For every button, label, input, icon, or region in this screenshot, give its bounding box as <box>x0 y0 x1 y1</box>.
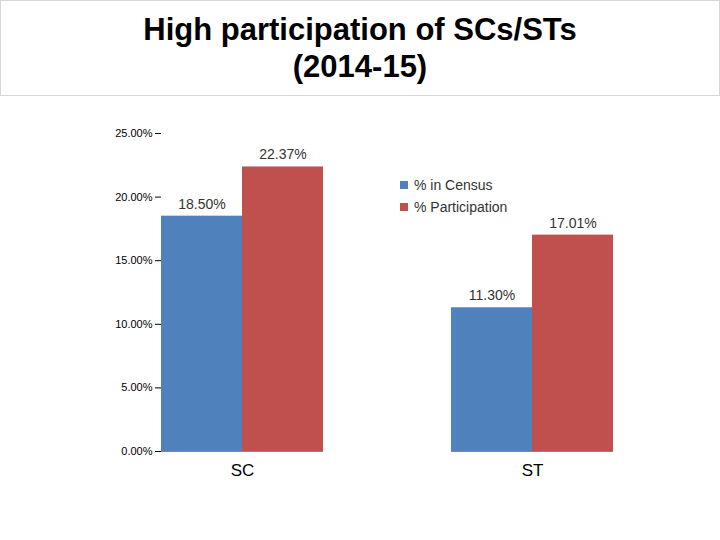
svg-text:22.37%: 22.37% <box>259 146 306 162</box>
html-text:% in Census: % in Census <box>414 177 493 193</box>
html-text:% Participation: % Participation <box>414 199 508 215</box>
svg-text:0.00%: 0.00% <box>121 445 152 457</box>
svg-text:11.30%: 11.30% <box>469 287 515 303</box>
svg-text:15.00%: 15.00% <box>115 254 153 266</box>
svg-text:25.00%: 25.00% <box>115 127 153 139</box>
svg-text:5.00%: 5.00% <box>121 381 152 393</box>
svg-text:17.01%: 17.01% <box>549 215 596 231</box>
svg-text:10.00%: 10.00% <box>115 318 153 330</box>
svg-text:18.50%: 18.50% <box>178 196 225 212</box>
svg-text:SC: SC <box>231 461 255 480</box>
html-text:High participation of SCs/STs: High participation of SCs/STs (2014-15) <box>143 11 577 84</box>
svg-text:20.00%: 20.00% <box>115 191 153 203</box>
svg-text:ST: ST <box>522 461 544 480</box>
